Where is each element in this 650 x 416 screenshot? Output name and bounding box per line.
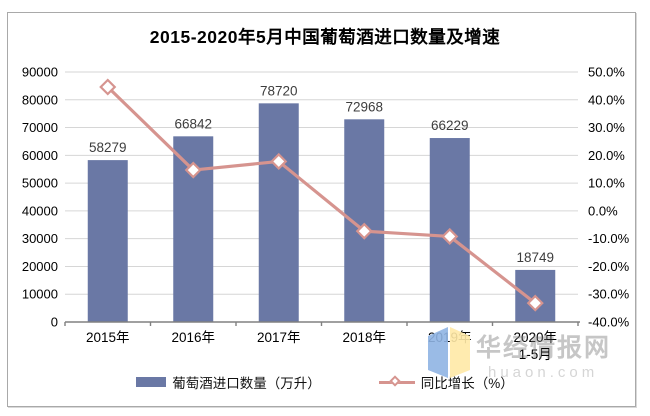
x-axis-category-label: 2016年: [171, 330, 215, 345]
right-axis-tick-label: -40.0%: [588, 315, 630, 330]
left-axis-tick-label: 70000: [22, 120, 58, 135]
bar-value-label: 72968: [345, 99, 383, 114]
bar-value-label: 66229: [431, 118, 469, 133]
left-axis-tick-label: 0: [51, 315, 58, 330]
line-marker-diamond: [184, 161, 202, 179]
bar-value-label: 18749: [516, 250, 554, 265]
x-axis-category-label: 2018年: [342, 330, 386, 345]
line-series-label: 同比增长（%）: [420, 376, 514, 391]
line-marker-diamond: [270, 152, 288, 170]
left-axis-tick-label: 10000: [22, 287, 58, 302]
left-axis-tick-label: 90000: [22, 65, 58, 80]
right-axis-tick-label: 0.0%: [588, 203, 618, 218]
bar-value-label: 78720: [260, 83, 298, 98]
bar-series-swatch-icon: [136, 377, 167, 387]
bar-value-label: 58279: [89, 140, 127, 155]
diamond-marker-icon: [389, 374, 401, 387]
legend-item-import-volume: 葡萄酒进口数量（万升）: [136, 372, 321, 392]
right-axis-tick-label: 50.0%: [588, 65, 625, 80]
line-marker-diamond: [441, 227, 459, 245]
right-axis-tick-label: -10.0%: [588, 231, 630, 246]
x-axis-category-label: 2020年: [513, 330, 557, 345]
bar-value-label: 66842: [174, 116, 212, 131]
line-marker-diamond: [526, 294, 544, 312]
line-marker-diamond: [99, 78, 117, 96]
legend-item-growth: 同比增长（%）: [378, 372, 514, 392]
growth-line: [106, 85, 537, 305]
chart-title: 2015-2020年5月中国葡萄酒进口数量及增速: [149, 27, 501, 47]
x-axis-category-label: 2019年: [428, 330, 472, 345]
left-axis-tick-label: 50000: [22, 176, 58, 191]
bar: [87, 160, 128, 322]
right-axis-tick-label: 20.0%: [588, 148, 625, 163]
left-axis-tick-label: 20000: [22, 259, 58, 274]
bar-series-label: 葡萄酒进口数量（万升）: [172, 376, 321, 391]
x-axis-category-label: 2015年: [86, 330, 130, 345]
x-axis-category-sublabel: 1-5月: [519, 347, 552, 362]
left-axis-tick-label: 80000: [22, 92, 58, 107]
line-series-swatch-icon: [378, 374, 415, 387]
right-axis-tick-label: 30.0%: [588, 120, 625, 135]
bar: [258, 103, 299, 322]
right-axis-tick-label: 40.0%: [588, 92, 625, 107]
right-axis-tick-label: -30.0%: [588, 287, 630, 302]
left-axis-tick-label: 30000: [22, 231, 58, 246]
line-marker-diamond: [355, 222, 373, 240]
right-axis-tick-label: -20.0%: [588, 259, 630, 274]
left-axis-tick-label: 40000: [22, 203, 58, 218]
legend: 葡萄酒进口数量（万升） 同比增长（%）: [0, 372, 650, 392]
left-axis-tick-label: 60000: [22, 148, 58, 163]
right-axis-tick-label: 10.0%: [588, 176, 625, 191]
x-axis-category-label: 2017年: [257, 330, 301, 345]
